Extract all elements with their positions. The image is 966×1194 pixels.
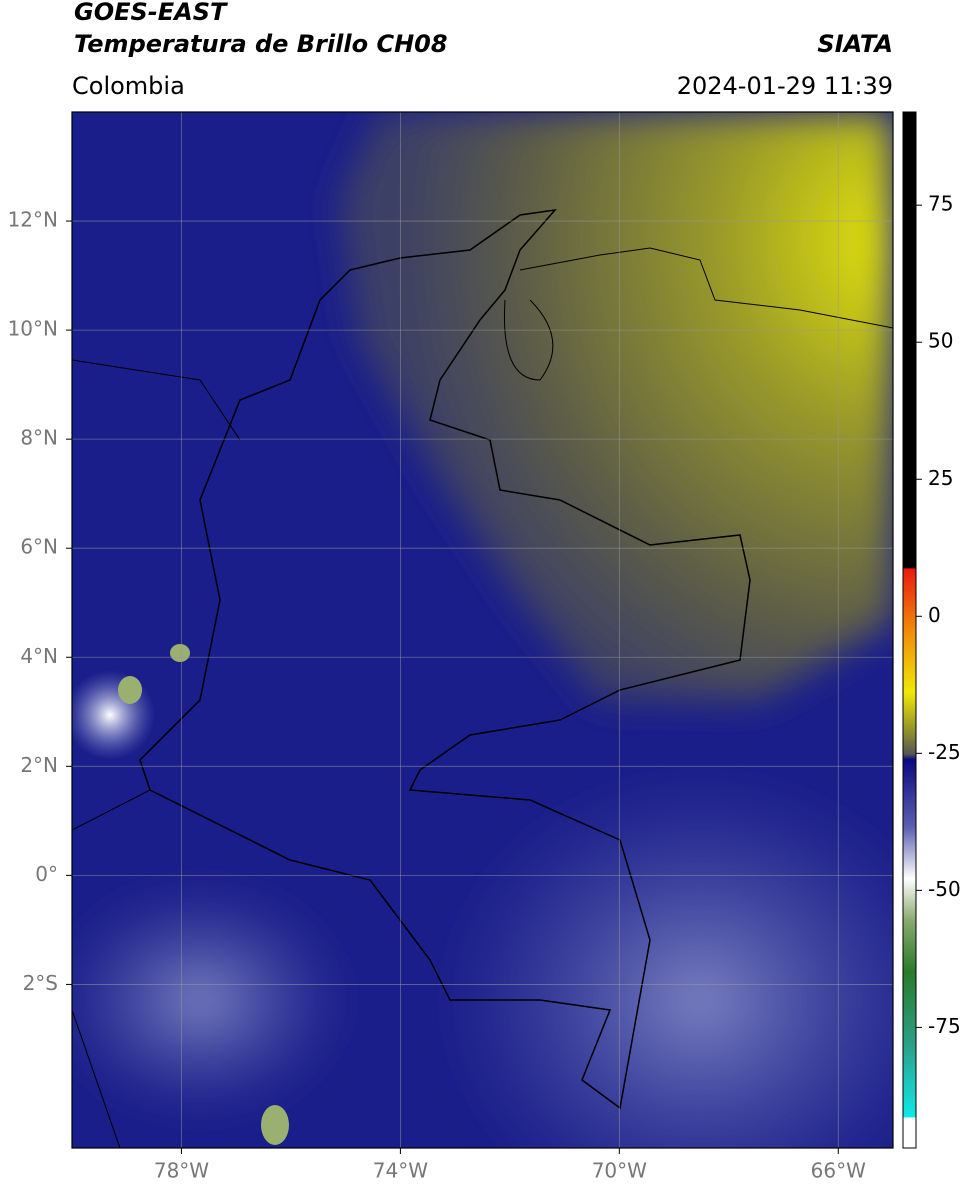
y-tick-label: 8°N	[20, 426, 58, 450]
map-image	[72, 112, 893, 1148]
colorbar-tick-label: 25	[928, 466, 953, 490]
x-tick-label: 74°W	[373, 1159, 428, 1183]
y-tick-label: 2°N	[20, 753, 58, 777]
x-tick-label: 70°W	[592, 1159, 647, 1183]
y-tick-label: 2°S	[23, 971, 58, 995]
region: Colombia	[72, 72, 185, 100]
colorbar-tick-label: -50	[928, 877, 961, 901]
title: GOES-EAST	[74, 0, 228, 26]
colorbar-tick-label: 50	[928, 329, 953, 353]
x-tick-label: 78°W	[154, 1159, 209, 1183]
y-tick-label: 0°	[35, 862, 58, 886]
colorbar-tick-label: -75	[928, 1014, 961, 1038]
grid	[72, 112, 893, 1148]
y-tick-label: 12°N	[8, 208, 58, 232]
colorbar-tick-label: -25	[928, 740, 961, 764]
colorbar	[902, 111, 917, 1149]
colorbar-tick-label: 0	[928, 603, 941, 627]
colorbar-tick-label: 75	[928, 192, 953, 216]
subtitle: Temperatura de Brillo CH08	[74, 30, 448, 58]
x-tick-label: 66°W	[811, 1159, 866, 1183]
map-frame	[71, 111, 894, 1149]
y-tick-label: 6°N	[20, 535, 58, 559]
y-tick-label: 4°N	[20, 644, 58, 668]
source: SIATA	[817, 30, 893, 58]
datetime: 2024-01-29 11:39	[677, 72, 893, 100]
y-tick-label: 10°N	[8, 317, 58, 341]
